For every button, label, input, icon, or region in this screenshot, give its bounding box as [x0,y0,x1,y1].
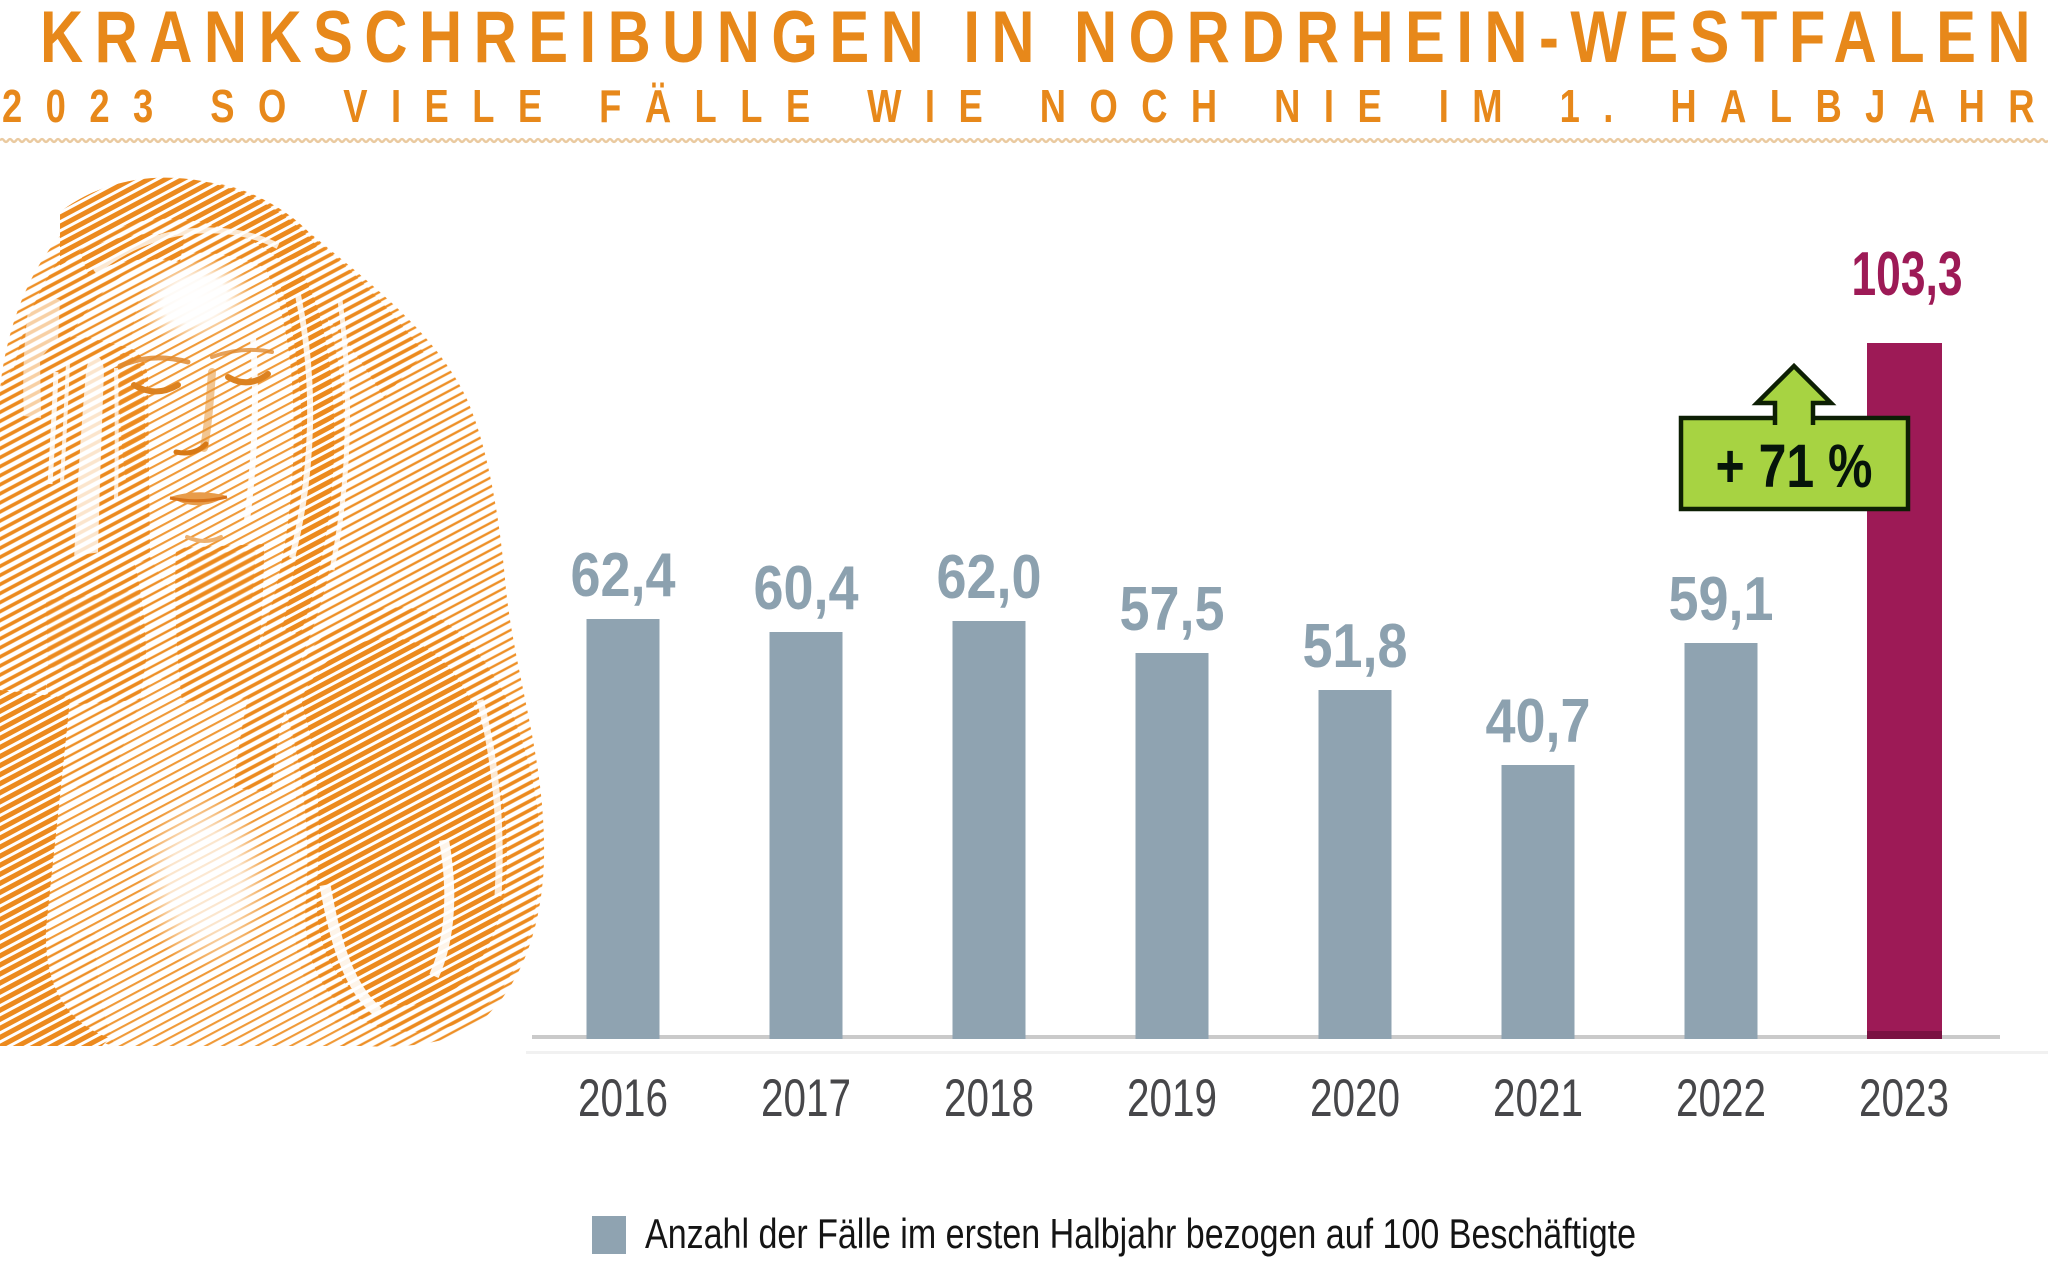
svg-text:2023 SO VIELE FÄLLE WIE NOCH N: 2023 SO VIELE FÄLLE WIE NOCH NIE IM 1. H… [2,80,2048,132]
svg-text:40,7: 40,7 [1486,687,1591,756]
svg-text:62,0: 62,0 [937,543,1042,612]
svg-text:2020: 2020 [1310,1069,1400,1128]
svg-text:57,5: 57,5 [1120,575,1225,644]
svg-text:103,3: 103,3 [1852,240,1963,309]
svg-text:2018: 2018 [944,1069,1034,1128]
svg-text:+ 71 %: + 71 % [1716,432,1873,500]
svg-text:2023: 2023 [1859,1069,1949,1128]
svg-text:60,4: 60,4 [754,554,859,623]
svg-text:51,8: 51,8 [1303,612,1408,681]
svg-text:2022: 2022 [1676,1069,1766,1128]
svg-text:2016: 2016 [578,1069,668,1128]
svg-text:Anzahl der Fälle im ersten Hal: Anzahl der Fälle im ersten Halbjahr bezo… [645,1210,1636,1257]
svg-text:59,1: 59,1 [1669,565,1774,634]
svg-text:62,4: 62,4 [571,541,676,610]
svg-text:2017: 2017 [761,1069,851,1128]
svg-text:KRANKSCHREIBUNGEN IN NORDRHEIN: KRANKSCHREIBUNGEN IN NORDRHEIN-WESTFALEN [40,0,2042,78]
svg-text:2019: 2019 [1127,1069,1217,1128]
svg-text:2021: 2021 [1493,1069,1583,1128]
